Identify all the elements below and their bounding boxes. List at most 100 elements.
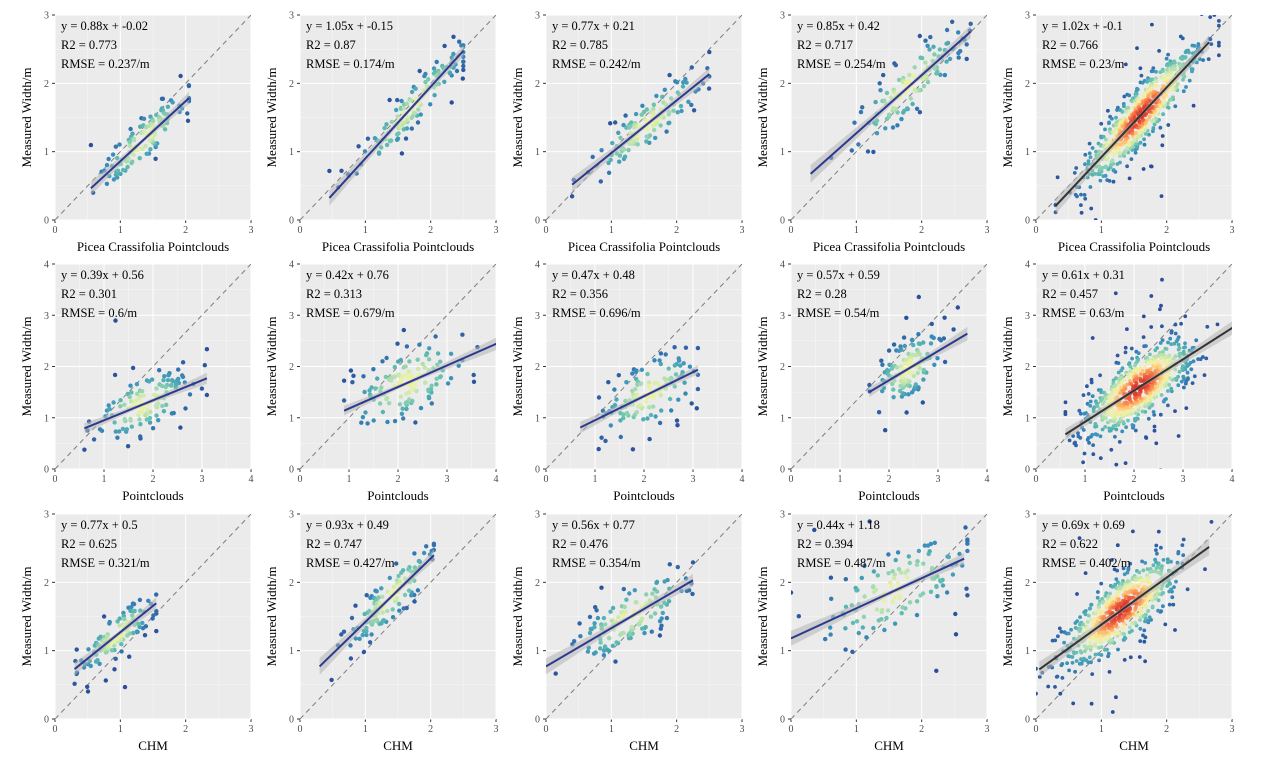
data-point xyxy=(1143,132,1148,136)
y-tick-label: 4 xyxy=(1025,260,1030,271)
data-point xyxy=(1110,158,1115,163)
data-point xyxy=(139,146,144,151)
data-point xyxy=(1116,598,1121,602)
data-point xyxy=(602,644,608,649)
data-point xyxy=(1149,164,1153,169)
data-point xyxy=(1161,604,1165,609)
equation-label: y = 0.77x + 0.21 xyxy=(552,19,635,33)
data-point xyxy=(647,386,652,391)
data-point xyxy=(904,575,910,580)
regression-line xyxy=(791,557,965,640)
data-point xyxy=(650,123,656,128)
y-tick-label: 3 xyxy=(535,311,540,322)
data-point xyxy=(673,372,679,377)
y-tick-label: 1 xyxy=(1025,147,1030,158)
data-point xyxy=(445,381,451,386)
data-point xyxy=(914,353,919,358)
y-tick-label: 1 xyxy=(535,147,540,158)
data-point xyxy=(953,632,959,637)
data-point xyxy=(1164,347,1169,351)
data-point xyxy=(1156,598,1161,603)
data-point xyxy=(1124,425,1128,430)
data-point xyxy=(1107,409,1111,414)
data-point xyxy=(925,43,930,48)
data-point xyxy=(178,425,183,430)
x-tick-label: 0 xyxy=(789,724,794,735)
y-axis-title: Measured Width/m xyxy=(1000,317,1015,417)
data-point xyxy=(1138,140,1143,145)
data-point xyxy=(392,418,398,424)
data-point xyxy=(689,102,694,108)
data-point xyxy=(898,570,904,575)
data-point xyxy=(577,621,582,626)
data-point xyxy=(1093,218,1098,220)
data-point xyxy=(434,382,439,387)
x-tick-label: 1 xyxy=(363,225,368,236)
data-point xyxy=(1181,553,1186,558)
data-point xyxy=(901,335,907,340)
data-point xyxy=(1119,585,1123,590)
data-point xyxy=(122,416,127,422)
data-point xyxy=(202,363,207,368)
data-point xyxy=(1097,652,1101,657)
data-point xyxy=(675,423,680,428)
data-point xyxy=(641,417,646,422)
data-point xyxy=(1122,378,1127,383)
data-point xyxy=(384,122,389,127)
data-point xyxy=(434,376,439,381)
data-point xyxy=(461,59,466,64)
data-point xyxy=(1134,605,1138,610)
data-point xyxy=(1166,340,1170,345)
data-point xyxy=(651,106,656,112)
data-point xyxy=(871,589,877,595)
scatter-panel: 0 1 2 3 4 0 1 2 3 4 y = 0.57x + 0.59 R2 = 0.28 RMSE … xyxy=(755,260,990,504)
data-point xyxy=(659,408,664,413)
data-point xyxy=(1173,60,1177,65)
data-point xyxy=(351,373,356,378)
data-point xyxy=(1086,159,1091,164)
x-tick-label: 1 xyxy=(1099,724,1104,735)
identity-line xyxy=(55,264,251,469)
data-point xyxy=(660,94,665,100)
y-tick-label: 1 xyxy=(535,646,540,657)
data-point xyxy=(1087,441,1091,445)
data-point xyxy=(944,27,950,33)
data-point xyxy=(372,136,378,141)
data-point xyxy=(643,399,648,404)
data-point xyxy=(360,415,366,420)
data-point xyxy=(1141,335,1146,339)
data-point xyxy=(666,366,671,371)
data-point xyxy=(652,358,657,363)
data-point xyxy=(659,616,664,621)
data-point xyxy=(1217,19,1221,23)
data-point xyxy=(449,100,454,105)
r2-label: R2 = 0.356 xyxy=(552,287,608,301)
data-point xyxy=(1095,620,1100,624)
y-tick-label: 2 xyxy=(44,362,49,373)
data-point xyxy=(658,361,663,367)
r2-label: R2 = 0.717 xyxy=(797,38,853,52)
data-point xyxy=(396,573,401,579)
data-point xyxy=(1136,134,1141,139)
x-tick-label: 3 xyxy=(1230,225,1235,236)
data-point xyxy=(1104,137,1108,142)
y-axis-title: Measured Width/m xyxy=(755,317,770,417)
data-point xyxy=(361,374,366,379)
data-point xyxy=(932,52,937,57)
data-point xyxy=(1116,647,1120,652)
data-point xyxy=(828,575,834,580)
data-point xyxy=(397,608,402,613)
data-point xyxy=(1106,108,1110,113)
data-point xyxy=(407,390,412,395)
data-point xyxy=(645,416,650,421)
data-point xyxy=(1173,331,1178,336)
data-point xyxy=(1075,592,1079,596)
x-tick-label: 1 xyxy=(609,225,614,236)
data-point xyxy=(131,630,136,636)
data-point xyxy=(900,605,905,610)
data-point xyxy=(616,130,621,135)
data-point xyxy=(874,131,880,136)
plot-area xyxy=(791,264,987,469)
x-tick-label: 3 xyxy=(494,724,499,735)
data-point xyxy=(379,586,384,591)
